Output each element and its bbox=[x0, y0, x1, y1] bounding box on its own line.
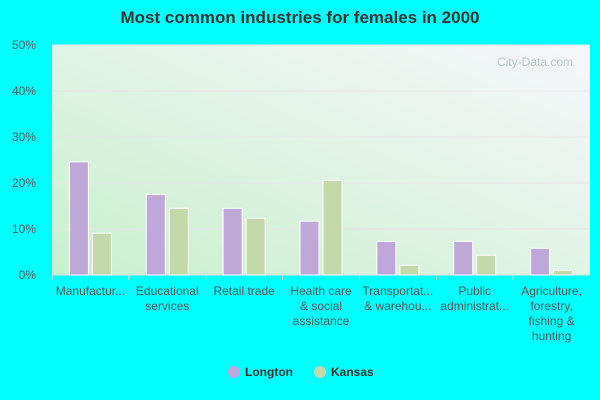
y-tick-label: 10% bbox=[12, 222, 36, 236]
y-tick-label: 20% bbox=[12, 176, 36, 190]
chart-title: Most common industries for females in 20… bbox=[120, 8, 480, 27]
bar-longton[interactable] bbox=[453, 240, 474, 276]
x-category-label: Retail trade bbox=[213, 284, 275, 298]
bar-kansas[interactable] bbox=[553, 269, 574, 276]
bar-kansas[interactable] bbox=[322, 179, 343, 276]
bar-kansas[interactable] bbox=[168, 207, 189, 276]
x-category-label: Transportat... & warehou... bbox=[362, 284, 433, 313]
legend-swatch bbox=[228, 366, 240, 378]
x-category-label: Health care & social assistance bbox=[290, 284, 352, 328]
x-category-label: Educational services bbox=[136, 284, 199, 313]
plot-area bbox=[52, 45, 590, 275]
x-category-label: Public administrat... bbox=[440, 284, 509, 313]
bar-longton[interactable] bbox=[530, 247, 551, 276]
x-category-label: Manufactur... bbox=[56, 284, 125, 298]
bar-kansas[interactable] bbox=[476, 254, 497, 276]
bar-longton[interactable] bbox=[299, 220, 320, 276]
x-category-label: Agriculture, forestry, fishing & hunting bbox=[521, 284, 582, 343]
bar-longton[interactable] bbox=[68, 161, 89, 276]
y-tick-label: 50% bbox=[12, 38, 36, 52]
legend-swatch bbox=[314, 366, 326, 378]
y-tick-label: 40% bbox=[12, 84, 36, 98]
bar-longton[interactable] bbox=[376, 240, 397, 276]
bar-kansas[interactable] bbox=[399, 264, 420, 276]
bar-kansas[interactable] bbox=[245, 217, 266, 276]
legend-label: Longton bbox=[245, 365, 293, 379]
watermark-logo: City-Data.com bbox=[497, 55, 573, 69]
bar-kansas[interactable] bbox=[91, 232, 112, 276]
bar-longton[interactable] bbox=[145, 194, 166, 276]
y-tick-label: 30% bbox=[12, 130, 36, 144]
y-tick-label: 0% bbox=[19, 268, 37, 282]
bar-longton[interactable] bbox=[222, 207, 243, 276]
legend-label: Kansas bbox=[331, 365, 374, 379]
